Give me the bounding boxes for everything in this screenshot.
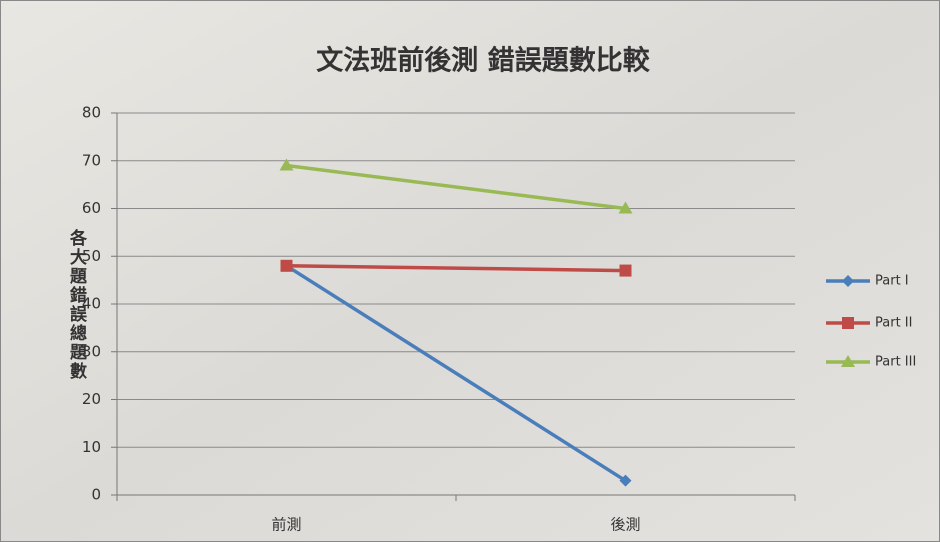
y-tick-label: 50 xyxy=(82,247,101,265)
x-tick-label: 前測 xyxy=(271,516,301,534)
legend-label: Part II xyxy=(875,316,912,331)
y-tick-label: 0 xyxy=(91,486,101,504)
y-tick-label: 80 xyxy=(82,104,101,122)
data-point xyxy=(280,259,293,272)
legend-marker xyxy=(841,355,855,367)
data-point xyxy=(619,474,632,487)
chart-title: 文法班前後測 錯誤題數比較 xyxy=(316,45,650,77)
data-point xyxy=(279,158,294,171)
y-tick-label: 60 xyxy=(82,199,101,217)
legend-label: Part III xyxy=(875,355,916,370)
y-tick-label: 70 xyxy=(82,151,101,169)
y-tick-label: 10 xyxy=(82,438,101,456)
x-tick-label: 後測 xyxy=(610,516,640,534)
series-line xyxy=(286,163,626,211)
y-axis-label: 各大題錯誤總題數 xyxy=(66,228,88,381)
series-line xyxy=(285,264,627,483)
series-line xyxy=(286,264,626,273)
data-point xyxy=(618,201,633,214)
data-point xyxy=(619,264,632,277)
y-tick-label: 30 xyxy=(82,342,101,360)
y-tick-label: 40 xyxy=(82,295,101,313)
legend-label: Part I xyxy=(875,274,909,289)
legend-marker xyxy=(842,317,854,329)
y-tick-label: 20 xyxy=(82,390,101,408)
legend-marker xyxy=(842,275,854,287)
